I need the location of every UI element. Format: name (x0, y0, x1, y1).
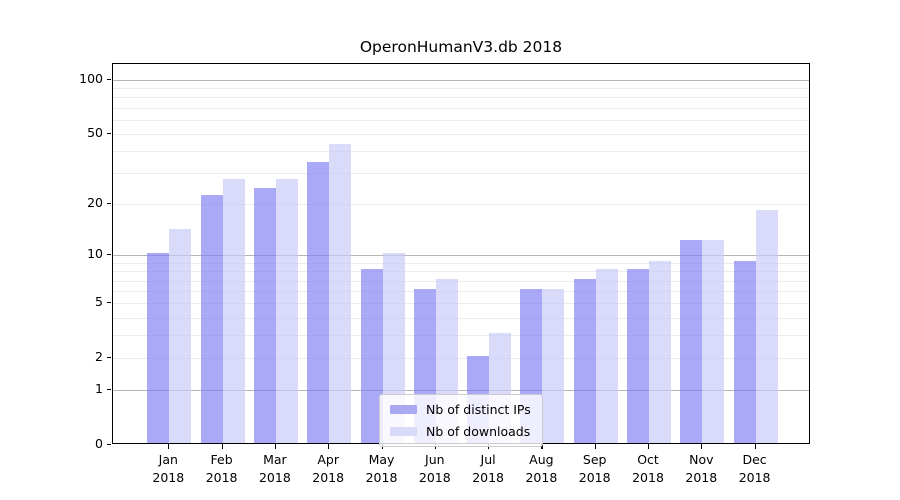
x-tick-label-oct: Oct 2018 (632, 452, 664, 485)
x-tick-label-jan: Jan 2018 (152, 452, 185, 485)
x-tick-mark (701, 444, 703, 449)
y-tick-mark (106, 357, 111, 359)
y-tick-label: 1 (95, 381, 103, 397)
x-tick-label-apr: Apr 2018 (312, 452, 345, 485)
gridline-major (113, 255, 809, 257)
gridline-minor (113, 151, 809, 153)
y-tick-label: 2 (95, 349, 103, 365)
bar-ips-nov (680, 240, 703, 443)
legend-item-downloads: Nb of downloads (390, 424, 531, 439)
gridline-minor (113, 271, 809, 273)
x-tick-label-jul: Jul 2018 (472, 452, 504, 485)
legend-label-distinct-ips: Nb of distinct IPs (426, 402, 531, 417)
y-tick-label: 100 (79, 70, 103, 86)
x-tick-label-feb: Feb 2018 (205, 452, 238, 485)
x-tick-mark (274, 444, 277, 449)
x-tick-mark (594, 444, 596, 449)
x-tick-label-dec: Dec 2018 (738, 452, 771, 485)
bar-downloads-nov (702, 240, 725, 443)
bar-downloads-apr (329, 143, 352, 443)
y-tick-label: 50 (87, 125, 103, 140)
legend-item-distinct-ips: Nb of distinct IPs (390, 402, 531, 417)
bar-ips-mar (253, 188, 276, 443)
gridline-minor (113, 317, 809, 319)
gridline-minor (113, 291, 809, 293)
y-tick-label: 0 (95, 436, 103, 451)
y-tick-mark (106, 389, 111, 391)
legend-swatch-distinct-ips (390, 405, 417, 414)
x-tick-mark (541, 444, 543, 449)
gridline-minor (113, 204, 809, 206)
x-tick-mark (221, 444, 223, 449)
gridline-minor (113, 335, 809, 337)
x-tick-label-sep: Sep 2018 (578, 452, 611, 485)
gridline-minor (113, 107, 809, 109)
y-tick-label: 10 (87, 246, 103, 262)
x-tick-mark (754, 444, 756, 449)
x-tick-label-jun: Jun 2018 (418, 452, 451, 485)
x-tick-mark (328, 444, 330, 449)
gridline-minor (113, 358, 809, 360)
x-tick-mark (168, 444, 170, 449)
y-tick-mark (106, 302, 111, 304)
bar-downloads-oct (649, 260, 671, 443)
x-tick-label-may: May 2018 (365, 452, 398, 485)
bar-ips-sep (573, 278, 596, 443)
bar-downloads-dec (755, 210, 778, 443)
bar-ips-oct (627, 269, 649, 443)
bar-ips-jan (147, 253, 170, 443)
y-tick-mark (106, 78, 111, 81)
bar-ips-may (360, 269, 383, 443)
gridline-minor (113, 173, 809, 175)
gridline-minor (113, 134, 809, 135)
bar-ips-dec (733, 260, 756, 443)
gridline-major (113, 79, 809, 81)
gridline-minor (113, 303, 809, 305)
y-tick-mark (106, 444, 111, 446)
y-tick-label: 5 (95, 294, 103, 310)
y-tick-mark (106, 254, 111, 256)
gridline-major (113, 390, 809, 392)
bar-downloads-sep (595, 269, 618, 443)
y-tick-mark (106, 203, 111, 205)
legend-label-downloads: Nb of downloads (426, 424, 531, 439)
plot-area (112, 63, 810, 444)
bar-ips-feb (200, 195, 223, 443)
y-tick-mark (106, 133, 111, 135)
gridline-minor (113, 88, 809, 90)
gridline-minor (113, 97, 809, 99)
bar-ips-apr (307, 161, 330, 443)
bar-downloads-jan (169, 228, 192, 443)
x-tick-label-aug: Aug 2018 (525, 452, 558, 485)
legend-swatch-downloads (390, 427, 417, 436)
bar-downloads-feb (222, 179, 245, 443)
chart-title: OperonHumanV3.db 2018 (359, 38, 563, 56)
gridline-minor (113, 262, 809, 264)
bar-downloads-mar (275, 179, 298, 443)
x-tick-label-mar: Mar 2018 (258, 452, 291, 485)
y-tick-label: 20 (87, 195, 103, 211)
legend: Nb of distinct IPs Nb of downloads (379, 394, 543, 447)
bar-downloads-aug (542, 289, 565, 443)
x-tick-label-nov: Nov 2018 (685, 452, 718, 485)
gridline-minor (113, 119, 809, 121)
gridline-minor (113, 280, 809, 282)
x-tick-mark (648, 444, 650, 449)
